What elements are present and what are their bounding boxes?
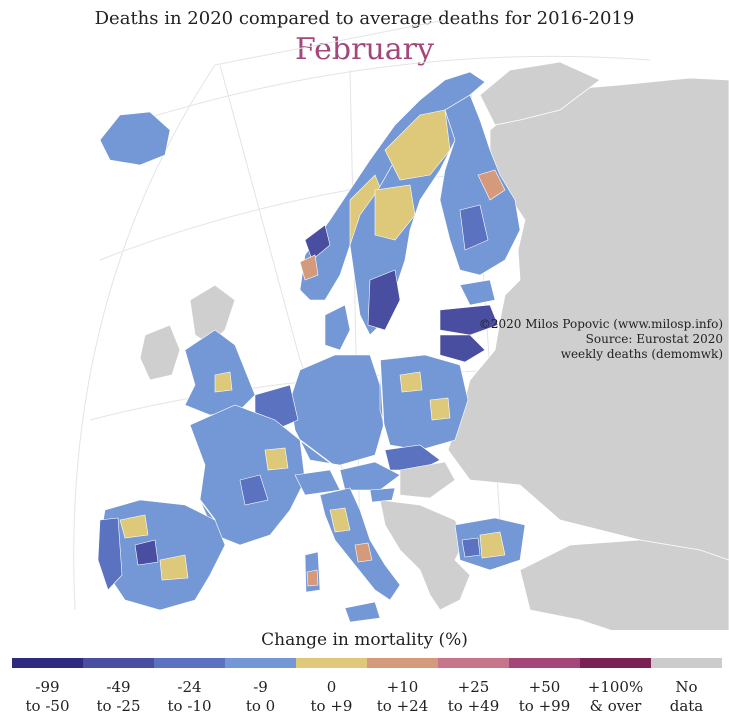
legend-title: Change in mortality (%) <box>261 630 468 650</box>
austria-region <box>339 461 401 491</box>
legend-label-line1: +50 <box>528 678 561 696</box>
legend-item: +100% & over <box>580 658 651 720</box>
legend-label-line2: data <box>669 697 704 715</box>
legend-label-line1: -9 <box>253 678 268 696</box>
credit-line-2: Source: Eurostat 2020 <box>585 332 723 346</box>
poland-yellow-1 <box>399 371 423 393</box>
spain-yellow-1 <box>119 514 149 539</box>
legend-label-line2: to -25 <box>96 697 141 715</box>
ireland-region <box>139 324 181 381</box>
legend-label-line1: -99 <box>35 678 60 696</box>
legend-label-line1: -49 <box>106 678 131 696</box>
legend-label-line2: to +24 <box>376 697 429 715</box>
legend-swatch <box>509 658 580 668</box>
uk-yellow <box>214 371 233 393</box>
uk-region <box>184 329 256 416</box>
france-region <box>189 404 306 546</box>
legend-item: -9 to 0 <box>225 658 296 720</box>
legend-label-line1: No <box>675 678 698 696</box>
iceland-region <box>99 111 171 166</box>
legend-label-line1: -24 <box>177 678 202 696</box>
italy-orange <box>354 542 373 563</box>
legend-item: +25 to +49 <box>438 658 509 720</box>
legend-label-line2: to +9 <box>310 697 353 715</box>
france-yellow <box>264 447 289 471</box>
legend-swatch <box>651 658 722 668</box>
credit-line-1: ©2020 Milos Popovic (www.milosp.info) <box>478 317 723 331</box>
month-title: February <box>295 32 434 67</box>
credit-line-3: weekly deaths (demomwk) <box>560 347 723 361</box>
scotland-region <box>189 284 236 346</box>
legend-label-line2: to +49 <box>447 697 500 715</box>
legend-swatch <box>12 658 83 668</box>
country-borders <box>199 359 471 521</box>
sicily-region <box>344 601 381 623</box>
legend-item: No data <box>651 658 722 720</box>
lithuania-region <box>439 334 486 363</box>
legend-label-line2: to -10 <box>167 697 212 715</box>
legend-label-line1: +25 <box>457 678 490 696</box>
balkans-region <box>379 499 471 611</box>
sweden-north-yellow <box>384 109 451 181</box>
france-purple <box>239 474 269 506</box>
finland-orange <box>477 169 506 201</box>
denmark-region <box>324 304 351 351</box>
legend-label-line1: 0 <box>326 678 337 696</box>
sweden-mid-yellow <box>374 184 416 241</box>
bulgaria-yellow <box>479 531 506 559</box>
legend-item: -49 to -25 <box>83 658 154 720</box>
italy-yellow <box>329 507 351 533</box>
sweden-south-purple <box>367 269 401 331</box>
legend-swatch <box>83 658 154 668</box>
estonia-region <box>459 279 496 306</box>
legend-swatch <box>154 658 225 668</box>
legend-item: +10 to +24 <box>367 658 438 720</box>
finland-purple <box>459 204 489 251</box>
legend-swatch <box>367 658 438 668</box>
legend-item: -99 to -50 <box>12 658 83 720</box>
legend-label-line1: +100% <box>587 678 644 696</box>
sardinia-orange <box>306 569 319 587</box>
spain-purple <box>134 539 159 566</box>
switzerland-region <box>294 469 341 496</box>
choropleth-map <box>73 19 729 630</box>
hungary-region <box>399 461 456 499</box>
map-title: Deaths in 2020 compared to average death… <box>94 8 635 29</box>
norway-purple <box>304 224 331 261</box>
turkey-region <box>519 539 729 630</box>
legend-label-line2: to 0 <box>245 697 276 715</box>
legend-label-line2: to +99 <box>518 697 571 715</box>
legend-item: -24 to -10 <box>154 658 225 720</box>
data-regions <box>97 71 526 623</box>
legend-swatch <box>580 658 651 668</box>
norway-orange <box>299 254 319 281</box>
latvia-region <box>439 304 499 336</box>
legend-swatch <box>438 658 509 668</box>
portugal-region <box>97 517 123 591</box>
poland-region <box>379 354 469 451</box>
poland-yellow-2 <box>429 397 451 421</box>
legend: -99 to -50 -49 to -25 -24 to -10 -9 to 0 0 to +9 +… <box>12 658 722 720</box>
no-data-regions <box>139 61 729 630</box>
finland-region <box>439 94 521 276</box>
legend-item: 0 to +9 <box>296 658 367 720</box>
russia-east-region <box>447 77 729 561</box>
spain-yellow-2 <box>159 554 189 581</box>
legend-label-line2: to -50 <box>25 697 70 715</box>
kola-region <box>479 61 601 126</box>
legend-swatch <box>296 658 367 668</box>
bulgaria-purple <box>461 537 481 558</box>
slovenia-region <box>369 487 396 503</box>
legend-item: +50 to +99 <box>509 658 580 720</box>
germany-region <box>289 354 386 466</box>
legend-label-line1: +10 <box>386 678 419 696</box>
legend-label-line2: & over <box>589 697 642 715</box>
legend-swatch <box>225 658 296 668</box>
